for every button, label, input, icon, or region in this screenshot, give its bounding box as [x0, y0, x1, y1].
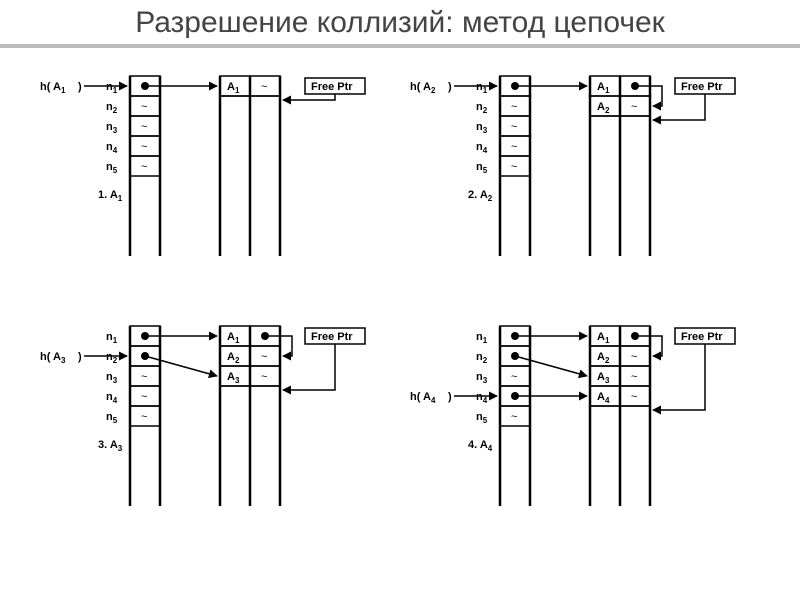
svg-text:Free Ptr: Free Ptr [311, 81, 353, 93]
svg-text:h( A1: h( A1 [40, 81, 66, 95]
svg-text:A1: A1 [597, 81, 610, 95]
svg-text:~: ~ [511, 121, 517, 133]
title-rule [0, 44, 800, 48]
svg-text:n4: n4 [476, 391, 488, 405]
svg-text:n2: n2 [476, 101, 488, 115]
svg-text:~: ~ [261, 81, 267, 93]
svg-text:n2: n2 [476, 351, 488, 365]
svg-text:A1: A1 [597, 331, 610, 345]
svg-text:n5: n5 [106, 411, 118, 425]
svg-text:~: ~ [141, 371, 147, 383]
svg-text:n3: n3 [106, 121, 118, 135]
panel-3: h( A3) n1 n2 n3 ~ n4 ~ n5 ~ A1 A2 ~ A3 ~ Free Ptr 3. A3 [40, 326, 365, 506]
svg-text:A4: A4 [597, 391, 610, 405]
svg-text:~: ~ [631, 351, 637, 363]
svg-text:n5: n5 [476, 411, 488, 425]
svg-text:Free Ptr: Free Ptr [681, 81, 723, 93]
svg-text:A3: A3 [597, 371, 610, 385]
svg-text:~: ~ [141, 411, 147, 423]
svg-text:): ) [448, 391, 452, 403]
svg-text:n2: n2 [106, 101, 118, 115]
svg-text:~: ~ [511, 141, 517, 153]
svg-text:n5: n5 [106, 161, 118, 175]
svg-text:4. A4: 4. A4 [468, 439, 493, 453]
svg-text:~: ~ [141, 161, 147, 173]
svg-text:A2: A2 [597, 101, 610, 115]
panel-1: h( A1) n1 n2 ~ n3 ~ n4 ~ n5 ~ A1 ~ Free Ptr 1. A1 [40, 76, 365, 256]
svg-text:h( A2: h( A2 [410, 81, 436, 95]
svg-text:n1: n1 [106, 331, 118, 345]
svg-text:A1: A1 [227, 81, 240, 95]
svg-text:~: ~ [631, 371, 637, 383]
svg-text:n1: n1 [476, 331, 488, 345]
svg-text:n1: n1 [106, 81, 118, 95]
svg-text:h( A3: h( A3 [40, 351, 66, 365]
svg-text:A1: A1 [227, 331, 240, 345]
panel-2: h( A2) n1 n2 ~ n3 ~ n4 ~ n5 ~ A1 A2 ~ Free Ptr 2. A2 [410, 76, 735, 256]
svg-text:A3: A3 [227, 371, 240, 385]
svg-text:~: ~ [511, 101, 517, 113]
panel-4: h( A4) n1 n2 n3 ~ n4 n5 ~ A1 A2 ~ A3 ~ A4 ~ Free Ptr 4. … [410, 326, 735, 506]
page-title: Разрешение коллизий: метод цепочек [0, 0, 800, 42]
svg-text:~: ~ [141, 101, 147, 113]
svg-text:~: ~ [261, 351, 267, 363]
svg-text:n1: n1 [476, 81, 488, 95]
svg-text:3. A3: 3. A3 [98, 439, 123, 453]
svg-text:n4: n4 [106, 391, 118, 405]
svg-text:~: ~ [141, 141, 147, 153]
svg-text:~: ~ [511, 161, 517, 173]
svg-text:2. A2: 2. A2 [468, 189, 493, 203]
svg-text:n5: n5 [476, 161, 488, 175]
svg-text:~: ~ [631, 391, 637, 403]
svg-text:A2: A2 [597, 351, 610, 365]
diagram-svg: h( A1)n1n2~n3~n4~n5~A1~Free Ptr1. A1h( A… [0, 56, 800, 576]
svg-text:n4: n4 [106, 141, 118, 155]
svg-text:): ) [78, 351, 82, 363]
svg-text:A2: A2 [227, 351, 240, 365]
svg-text:): ) [78, 81, 82, 93]
svg-text:n2: n2 [106, 351, 118, 365]
svg-text:~: ~ [511, 411, 517, 423]
svg-text:n3: n3 [476, 121, 488, 135]
svg-text:~: ~ [141, 121, 147, 133]
svg-text:n3: n3 [106, 371, 118, 385]
svg-text:~: ~ [261, 371, 267, 383]
svg-text:n3: n3 [476, 371, 488, 385]
svg-text:1. A1: 1. A1 [98, 189, 123, 203]
svg-text:~: ~ [511, 371, 517, 383]
svg-text:n4: n4 [476, 141, 488, 155]
svg-text:Free Ptr: Free Ptr [681, 331, 723, 343]
svg-text:Free Ptr: Free Ptr [311, 331, 353, 343]
svg-text:): ) [448, 81, 452, 93]
svg-text:h( A4: h( A4 [410, 391, 436, 405]
svg-text:~: ~ [631, 101, 637, 113]
svg-text:~: ~ [141, 391, 147, 403]
